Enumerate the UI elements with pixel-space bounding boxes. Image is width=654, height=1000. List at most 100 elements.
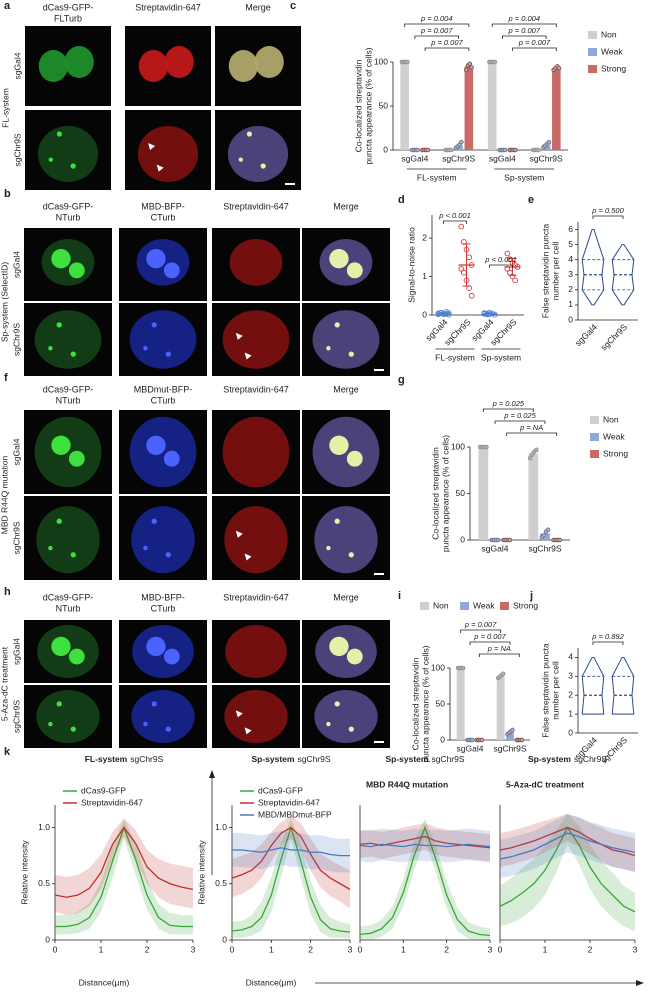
- legend-label: Streptavidin-647: [258, 797, 320, 807]
- side-label: 5-Aza-dC treatment: [0, 646, 9, 721]
- chart-title: Sp-system sgChr9S: [251, 754, 330, 764]
- y-axis-label: False streptavidin puncta: [540, 643, 550, 738]
- x-tick-label: sgChr9S: [442, 153, 475, 163]
- bar: [506, 732, 514, 740]
- y-axis-label: Relative intensity: [196, 840, 206, 905]
- nucleus: [131, 506, 195, 574]
- x-tick-label: 1: [401, 944, 406, 954]
- legend-label: Weak: [603, 431, 625, 441]
- data-point: [527, 455, 533, 461]
- arrowhead: [235, 710, 243, 718]
- significance-bracket: [443, 220, 467, 224]
- p-value: p = 0.892: [591, 632, 624, 641]
- x-tick-label: 0: [53, 944, 58, 954]
- legend-swatch: [590, 416, 599, 424]
- punctum: [260, 163, 266, 169]
- significance-bracket: [482, 408, 534, 412]
- y-axis-label: Co-localized streptavidin: [430, 447, 440, 540]
- panel-letter: d: [398, 194, 405, 206]
- nucleus: [314, 506, 378, 574]
- y-tick-label: 50: [379, 100, 389, 110]
- punctum: [348, 552, 354, 558]
- punctum: [346, 450, 363, 467]
- legend-label: dCas9-GFP: [81, 785, 126, 795]
- significance-bracket: [506, 432, 558, 436]
- legend-label: Strong: [601, 63, 626, 73]
- punctum: [143, 346, 148, 351]
- x-tick-label: 0: [358, 944, 363, 954]
- punctum: [143, 721, 148, 727]
- legend-label: Non: [601, 29, 617, 39]
- significance-bracket: [592, 215, 624, 219]
- data-point: [458, 265, 465, 272]
- data-point: [545, 527, 551, 533]
- data-point: [469, 65, 474, 70]
- y-axis-label: number per cell: [550, 661, 560, 720]
- legend-label: Non: [433, 600, 449, 610]
- group-label: Sp-system: [481, 352, 521, 362]
- punctum: [70, 163, 76, 169]
- data-point: [541, 533, 547, 538]
- legend-label: Streptavidin-647: [81, 797, 143, 807]
- y-tick-label: 1: [568, 299, 573, 309]
- row-label: sgGal4: [11, 251, 21, 278]
- legend-label: dCas9-GFP: [258, 785, 303, 795]
- channel-header: MBD-BFP-: [141, 201, 185, 211]
- nucleus: [37, 126, 99, 182]
- confidence-band: [360, 823, 490, 862]
- nucleus: [131, 690, 195, 743]
- punctum: [51, 636, 71, 657]
- bar: [456, 668, 465, 740]
- row-label: sgChr9S: [11, 521, 21, 554]
- x-tick-label: 2: [145, 944, 150, 954]
- punctum: [70, 351, 76, 357]
- legend-swatch: [588, 48, 597, 56]
- x-tick-label: 3: [191, 944, 196, 954]
- punctum: [70, 726, 76, 732]
- y-axis-label: puncta appearance (% of cells): [420, 645, 430, 762]
- arrowhead: [148, 143, 156, 150]
- nucleus: [164, 46, 194, 78]
- nucleus: [129, 310, 197, 369]
- punctum: [48, 545, 53, 551]
- data-point: [415, 147, 420, 153]
- nucleus: [312, 310, 380, 369]
- bar: [528, 453, 539, 540]
- data-point: [468, 292, 475, 299]
- channel-header: MBDmut-BFP-: [134, 384, 193, 394]
- y-axis-label: Co-localized streptavidin: [353, 59, 363, 152]
- channel-header: NTurb: [56, 395, 81, 405]
- legend-label: Non: [603, 414, 619, 424]
- nucleus: [38, 50, 68, 82]
- p-value: p = 0.004: [508, 14, 541, 23]
- punctum: [348, 726, 354, 732]
- data-point: [467, 61, 473, 67]
- data-point: [557, 537, 563, 543]
- punctum: [51, 248, 71, 269]
- y-tick-label: 2: [568, 689, 573, 699]
- channel-header: CTurb: [151, 395, 176, 405]
- data-point: [504, 250, 511, 257]
- y-tick-label: 1.0: [215, 822, 227, 832]
- y-tick-label: 0: [222, 934, 227, 944]
- plot-annotation: MBD R44Q mutation: [366, 779, 448, 789]
- y-axis-label: Co-localized streptavidin: [410, 657, 420, 750]
- p-value: p = 0.025: [503, 411, 536, 420]
- x-tick-label: 2: [588, 944, 593, 954]
- p-value: p = 0.007: [464, 620, 497, 629]
- side-label: MBD R44Q mutation: [0, 456, 9, 535]
- x-tick-label: 0: [498, 944, 503, 954]
- y-tick-label: 0.5: [38, 878, 50, 888]
- nucleus: [64, 46, 94, 78]
- punctum: [151, 518, 157, 524]
- data-point: [556, 65, 562, 71]
- significance-bracket: [491, 23, 557, 27]
- data-point: [495, 537, 501, 543]
- y-tick-label: 0: [568, 727, 573, 737]
- line: [359, 825, 491, 937]
- significance-bracket: [489, 264, 513, 268]
- channel-header: dCas9-GFP-: [43, 592, 94, 602]
- channel-header: Merge: [333, 384, 359, 394]
- data-point: [484, 444, 489, 450]
- x-tick-label: sgGal4: [482, 543, 509, 553]
